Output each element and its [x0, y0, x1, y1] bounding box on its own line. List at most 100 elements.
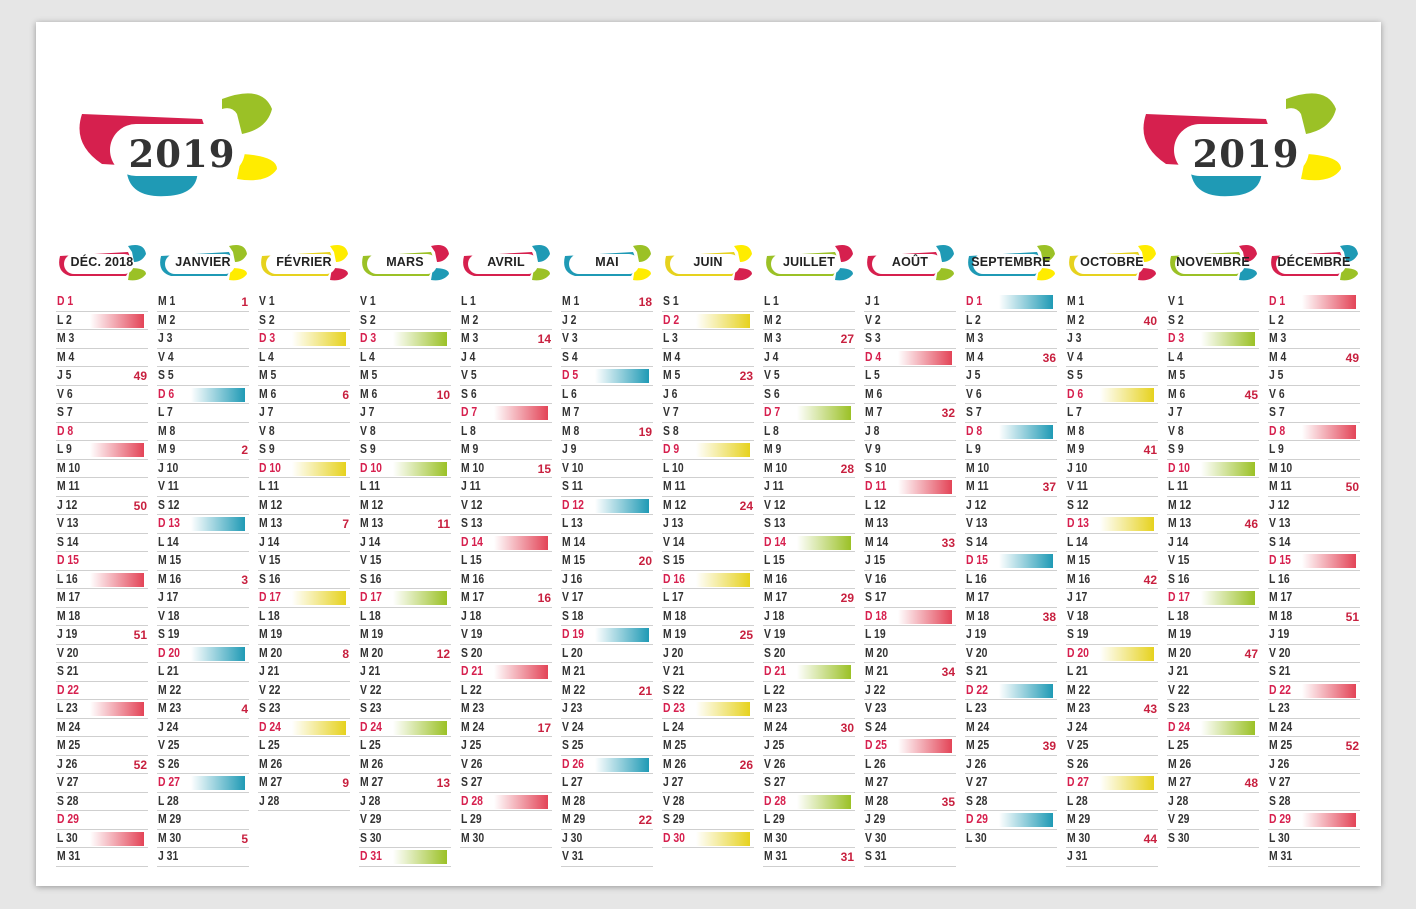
day-label: J 12 — [966, 496, 987, 512]
day-row: M 12 24 — [662, 497, 754, 515]
day-label: J 14 — [259, 533, 280, 549]
day-row: V 17 — [561, 589, 653, 608]
day-row: S 23 — [258, 700, 350, 719]
day-label: D 29 — [57, 811, 79, 826]
month-column: OCTOBRE M 1 M 2 40 J 3 V 4 S 5 D 6 L 7 M 8 M 9 41 J … — [1066, 242, 1158, 872]
day-row: D 5 — [561, 367, 653, 386]
week-number: 31 — [840, 850, 854, 864]
day-row: V 4 — [1066, 349, 1158, 367]
day-label: S 23 — [360, 700, 382, 715]
day-row: J 14 — [1167, 534, 1259, 552]
day-label: J 23 — [562, 700, 583, 715]
day-label: V 13 — [1269, 515, 1291, 530]
day-row: M 5 — [1167, 367, 1259, 386]
day-row: J 9 — [561, 441, 653, 460]
day-label: S 21 — [966, 663, 988, 678]
holiday-bar — [797, 535, 851, 550]
day-row: J 23 — [561, 700, 653, 719]
day-row: J 4 — [763, 349, 855, 367]
day-row: S 28 — [965, 793, 1057, 811]
day-row: S 31 — [864, 848, 956, 867]
day-label: M 13 — [1168, 515, 1192, 530]
day-row: V 3 — [561, 330, 653, 349]
day-label: M 16 — [461, 570, 485, 586]
day-label: S 9 — [1168, 441, 1184, 456]
day-row: J 10 — [157, 460, 249, 478]
day-label: V 9 — [865, 441, 881, 456]
day-row: L 7 — [1066, 404, 1158, 423]
holiday-bar — [494, 665, 548, 679]
month-header-shape — [160, 245, 247, 281]
day-row: M 13 7 — [258, 515, 350, 534]
day-label: M 19 — [663, 626, 687, 641]
day-label: S 4 — [562, 348, 578, 364]
day-label: S 27 — [764, 774, 786, 789]
day-row: M 30 5 — [157, 830, 249, 848]
holiday-bar — [595, 757, 649, 772]
day-label: V 26 — [764, 755, 786, 771]
day-label: M 31 — [57, 848, 81, 863]
day-row: V 8 — [258, 423, 350, 441]
day-label: M 30 — [1067, 829, 1091, 845]
day-label: M 12 — [1168, 496, 1192, 512]
day-row: S 12 — [157, 497, 249, 515]
day-label: L 16 — [966, 570, 987, 586]
day-label: V 31 — [562, 848, 584, 863]
day-label: M 27 — [865, 774, 889, 789]
day-label: D 1 — [57, 293, 74, 308]
day-row: M 1 1 — [157, 293, 249, 312]
day-row: L 18 — [1167, 608, 1259, 626]
day-row: J 5 — [1268, 367, 1360, 386]
day-label: V 8 — [360, 422, 376, 438]
holiday-bar — [1201, 461, 1255, 476]
day-label: D 11 — [865, 478, 887, 493]
day-label: M 17 — [1269, 589, 1293, 604]
day-label: D 6 — [1067, 385, 1084, 401]
day-row: S 17 — [864, 589, 956, 608]
day-row: M 27 — [864, 774, 956, 793]
day-row: M 4 — [662, 349, 754, 367]
day-label: J 5 — [1269, 367, 1284, 382]
day-row: S 13 — [460, 515, 552, 534]
day-row: M 2 — [157, 312, 249, 330]
day-row: L 2 — [965, 312, 1057, 330]
day-row: M 13 — [864, 515, 956, 534]
day-label: M 22 — [562, 681, 586, 697]
day-row: V 11 — [1066, 478, 1158, 497]
day-row: M 24 30 — [763, 719, 855, 737]
day-label: M 7 — [865, 404, 883, 419]
day-row: M 23 — [460, 700, 552, 719]
day-label: J 31 — [1067, 848, 1088, 863]
day-row: D 7 — [763, 404, 855, 423]
day-label: M 23 — [764, 700, 788, 715]
day-row: D 8 — [56, 423, 148, 441]
day-label: S 21 — [57, 663, 79, 678]
day-label: L 25 — [1168, 737, 1189, 752]
day-label: D 9 — [663, 441, 680, 456]
day-row: D 20 — [1066, 645, 1158, 663]
day-label: M 22 — [158, 681, 182, 697]
holiday-bar — [1302, 295, 1356, 309]
day-row: J 10 — [1066, 460, 1158, 478]
day-label: V 13 — [57, 515, 79, 530]
day-label: M 4 — [966, 348, 984, 364]
day-label: J 27 — [663, 774, 684, 789]
day-label: S 7 — [1269, 404, 1285, 419]
day-row: L 16 — [56, 571, 148, 589]
day-row: S 19 — [157, 626, 249, 645]
day-row: M 16 3 — [157, 571, 249, 589]
day-row: M 1 — [1066, 293, 1158, 312]
day-row: L 8 — [460, 423, 552, 441]
day-label: D 4 — [865, 348, 882, 364]
month-column: DÉC. 2018 D 1 L 2 M 3 M 4 J 5 49 V 6 S 7 D 8 L 9 M … — [56, 242, 148, 872]
day-row: M 24 17 — [460, 719, 552, 737]
day-row: D 22 — [1268, 682, 1360, 700]
day-label: V 13 — [966, 515, 988, 530]
day-row: M 25 52 — [1268, 737, 1360, 756]
day-label: D 3 — [360, 330, 377, 345]
day-row: V 13 — [1268, 515, 1360, 534]
day-label: S 30 — [360, 829, 382, 845]
day-row: S 28 — [56, 793, 148, 811]
day-label: M 8 — [158, 422, 176, 438]
day-label: S 19 — [158, 626, 180, 641]
